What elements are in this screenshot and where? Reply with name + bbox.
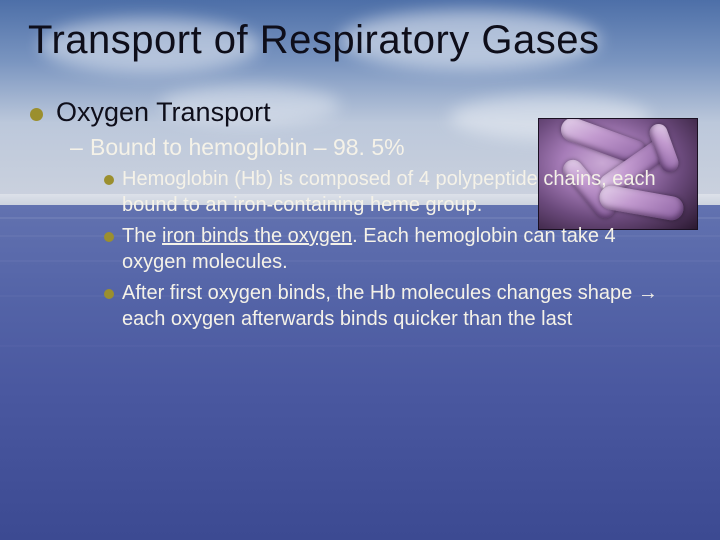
dash-icon: – xyxy=(70,134,83,161)
slide-content: Transport of Respiratory Gases Oxygen Tr… xyxy=(0,0,720,540)
bullet-level3-text: The iron binds the oxygen. Each hemoglob… xyxy=(122,225,616,273)
bullet-level2: – Bound to hemoglobin – 98. 5% xyxy=(28,134,692,161)
bullet-level1-text: Oxygen Transport xyxy=(56,97,271,127)
bullet-level3: The iron binds the oxygen. Each hemoglob… xyxy=(28,224,692,275)
bullet-level3: Hemoglobin (Hb) is composed of 4 polypep… xyxy=(28,167,692,218)
bullet-dot-icon xyxy=(104,289,114,299)
slide-title: Transport of Respiratory Gases xyxy=(28,18,692,63)
bullet-level3-text: After first oxygen binds, the Hb molecul… xyxy=(122,282,658,330)
bullet-level2-text: Bound to hemoglobin – 98. 5% xyxy=(90,134,405,160)
bullet-dot-icon xyxy=(30,108,43,121)
bullet-dot-icon xyxy=(104,175,114,185)
bullet-level1: Oxygen Transport xyxy=(28,97,692,128)
bullet-dot-icon xyxy=(104,232,114,242)
bullet-level3: After first oxygen binds, the Hb molecul… xyxy=(28,281,692,332)
bullet-level3-text: Hemoglobin (Hb) is composed of 4 polypep… xyxy=(122,168,656,216)
